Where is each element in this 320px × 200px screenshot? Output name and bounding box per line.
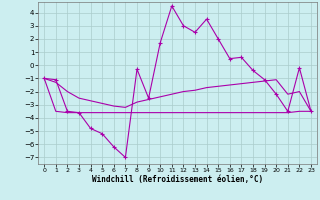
X-axis label: Windchill (Refroidissement éolien,°C): Windchill (Refroidissement éolien,°C) — [92, 175, 263, 184]
